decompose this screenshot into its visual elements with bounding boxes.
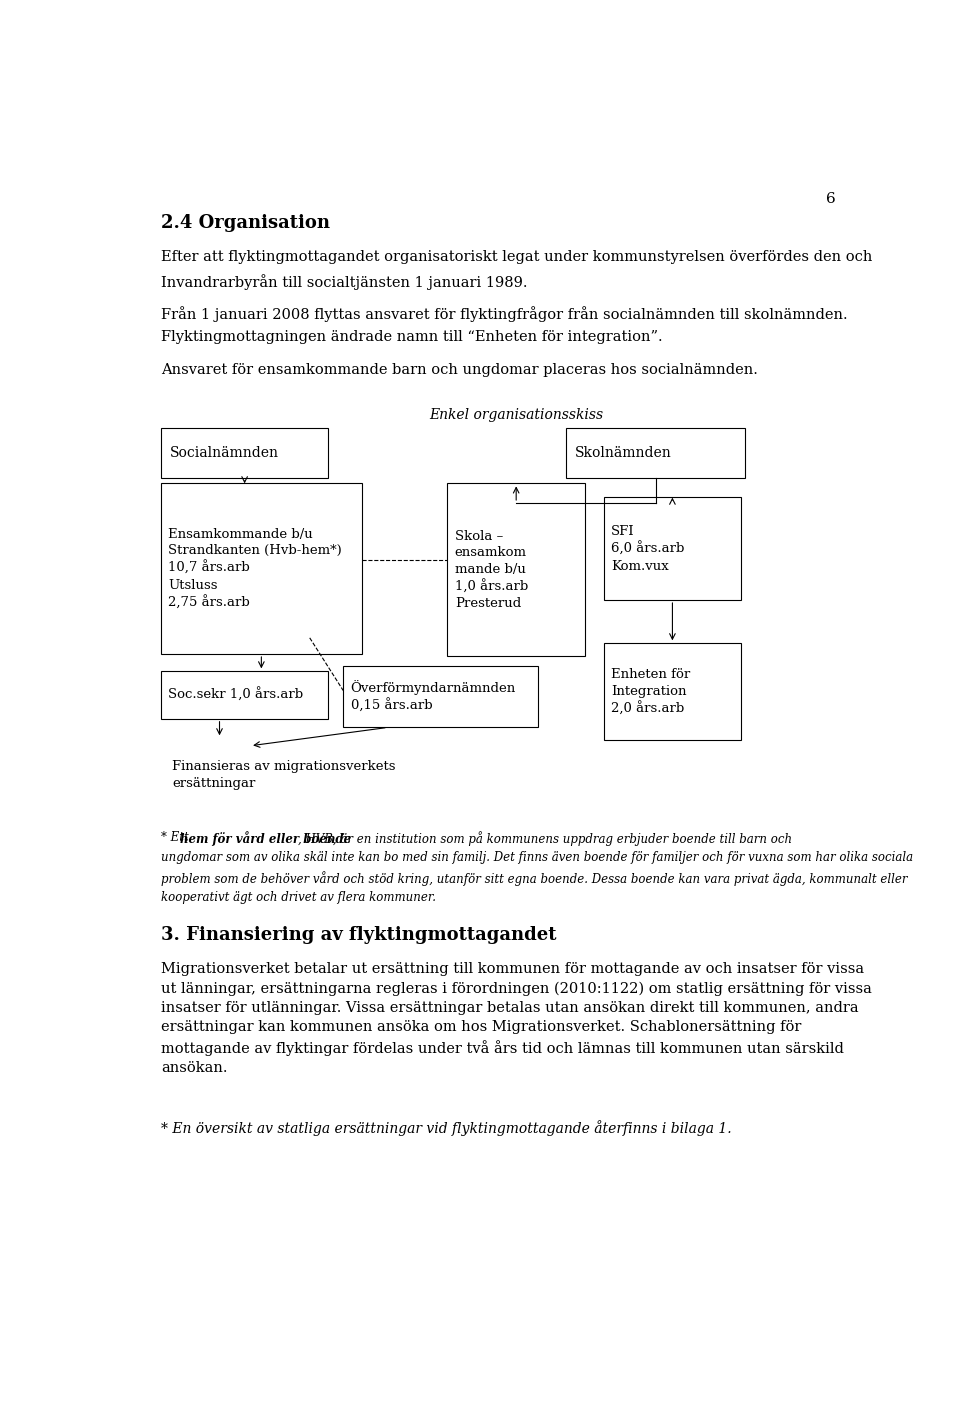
Text: 6: 6 xyxy=(826,192,835,206)
FancyBboxPatch shape xyxy=(604,644,741,740)
FancyBboxPatch shape xyxy=(161,429,328,478)
Text: , HVB, är en institution som på kommunens uppdrag erbjuder boende till barn och: , HVB, är en institution som på kommunen… xyxy=(298,831,792,845)
Text: Skolnämnden: Skolnämnden xyxy=(575,446,672,460)
FancyBboxPatch shape xyxy=(566,429,745,478)
Text: Enheten för
Integration
2,0 års.arb: Enheten för Integration 2,0 års.arb xyxy=(611,669,690,715)
FancyBboxPatch shape xyxy=(161,484,362,653)
FancyBboxPatch shape xyxy=(604,498,741,600)
Text: Invandrarbyrån till socialtjänsten 1 januari 1989.: Invandrarbyrån till socialtjänsten 1 jan… xyxy=(161,273,527,290)
Text: 2.4 Organisation: 2.4 Organisation xyxy=(161,213,330,231)
Text: ungdomar som av olika skäl inte kan bo med sin familj. Det finns även boende för: ungdomar som av olika skäl inte kan bo m… xyxy=(161,851,913,864)
Text: * Ett: * Ett xyxy=(161,831,192,844)
Text: Enkel organisationsskiss: Enkel organisationsskiss xyxy=(429,408,603,422)
FancyBboxPatch shape xyxy=(344,666,539,728)
Text: hem för vård eller boende: hem för vård eller boende xyxy=(180,831,351,845)
Text: problem som de behöver vård och stöd kring, utanför sitt egna boende. Dessa boen: problem som de behöver vård och stöd kri… xyxy=(161,871,907,886)
Text: Flyktingmottagningen ändrade namn till “Enheten för integration”.: Flyktingmottagningen ändrade namn till “… xyxy=(161,331,662,343)
Text: Ansvaret för ensamkommande barn och ungdomar placeras hos socialnämnden.: Ansvaret för ensamkommande barn och ungd… xyxy=(161,363,757,377)
Text: Skola –
ensamkom
mande b/u
1,0 års.arb
Presterud: Skola – ensamkom mande b/u 1,0 års.arb P… xyxy=(455,530,528,610)
Text: Migrationsverket betalar ut ersättning till kommunen för mottagande av och insat: Migrationsverket betalar ut ersättning t… xyxy=(161,962,872,1075)
FancyBboxPatch shape xyxy=(161,672,328,719)
Text: Efter att flyktingmottagandet organisatoriskt legat under kommunstyrelsen överfö: Efter att flyktingmottagandet organisato… xyxy=(161,251,873,265)
Text: Överförmyndarnämnden
0,15 års.arb: Överförmyndarnämnden 0,15 års.arb xyxy=(350,680,516,714)
Text: Från 1 januari 2008 flyttas ansvaret för flyktingfrågor från socialnämnden till : Från 1 januari 2008 flyttas ansvaret för… xyxy=(161,307,848,322)
Text: Socialnämnden: Socialnämnden xyxy=(170,446,278,460)
Text: Ensamkommande b/u
Strandkanten (Hvb-hem*)
10,7 års.arb
Utsluss
2,75 års.arb: Ensamkommande b/u Strandkanten (Hvb-hem*… xyxy=(168,527,342,610)
FancyBboxPatch shape xyxy=(447,484,585,656)
Text: 3. Finansiering av flyktingmottagandet: 3. Finansiering av flyktingmottagandet xyxy=(161,927,557,944)
Text: Finansieras av migrationsverkets
ersättningar: Finansieras av migrationsverkets ersättn… xyxy=(172,760,396,789)
Text: kooperativt ägt och drivet av flera kommuner.: kooperativt ägt och drivet av flera komm… xyxy=(161,892,436,904)
Text: Soc.sekr 1,0 års.arb: Soc.sekr 1,0 års.arb xyxy=(168,688,303,702)
Text: SFI
6,0 års.arb
Kom.vux: SFI 6,0 års.arb Kom.vux xyxy=(611,524,684,572)
Text: * En översikt av statliga ersättningar vid flyktingmottagande återfinns i bilaga: * En översikt av statliga ersättningar v… xyxy=(161,1120,732,1136)
